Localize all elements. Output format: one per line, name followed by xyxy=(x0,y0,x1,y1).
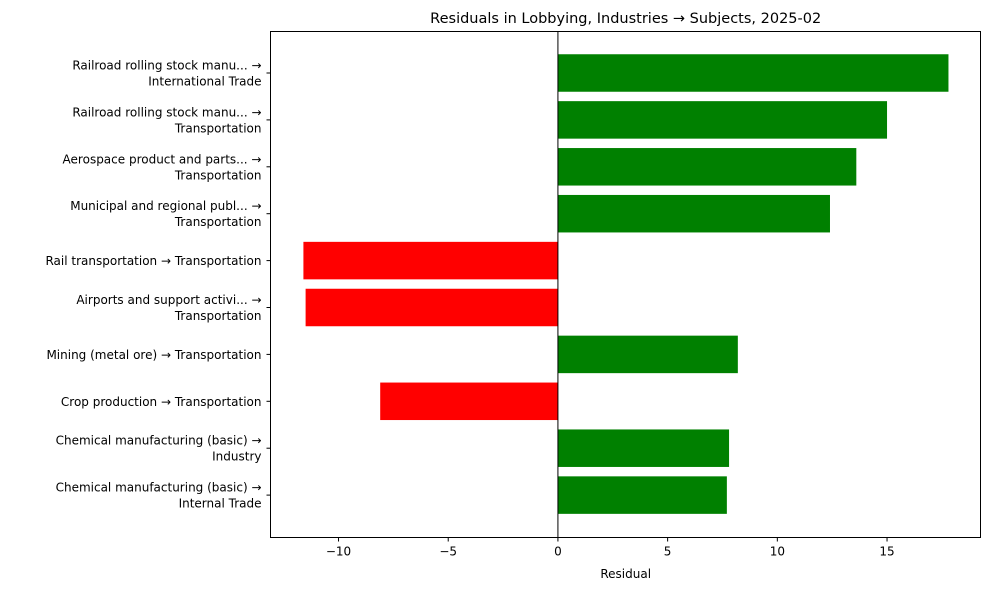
axes-frame xyxy=(270,31,981,538)
x-tick-label: −10 xyxy=(326,545,351,559)
x-tick-label: 5 xyxy=(664,545,672,559)
bar-9 xyxy=(557,476,727,514)
y-tick-label: International Trade xyxy=(148,75,261,89)
y-tick-label: Railroad rolling stock manu... → xyxy=(72,105,261,119)
y-tick-label: Airports and support activi... → xyxy=(76,293,261,307)
bar-6 xyxy=(557,335,738,374)
y-tick-label: Industry xyxy=(212,450,261,464)
bar-0 xyxy=(557,54,949,92)
y-tick-label: Mining (metal ore) → Transportation xyxy=(46,348,261,362)
y-tick-label: Transportation xyxy=(174,168,262,182)
y-tick-label: Chemical manufacturing (basic) → xyxy=(56,481,262,495)
bar-4 xyxy=(303,241,558,280)
y-tick-label: Transportation xyxy=(174,215,262,229)
bar-8 xyxy=(557,429,730,467)
bar-7 xyxy=(380,382,558,421)
x-tick-label: 0 xyxy=(554,545,562,559)
y-tick-label: Municipal and regional publ... → xyxy=(70,199,261,213)
bar-3 xyxy=(557,194,830,233)
y-tick-label: Internal Trade xyxy=(179,497,262,511)
x-tick-label: −5 xyxy=(439,545,457,559)
chart-title: Residuals in Lobbying, Industries → Subj… xyxy=(430,11,821,27)
x-axis-label: Residual xyxy=(600,567,651,581)
y-tick-label: Rail transportation → Transportation xyxy=(45,254,261,268)
y-tick-label: Crop production → Transportation xyxy=(61,395,262,409)
y-tick-label: Transportation xyxy=(174,309,262,323)
bar-2 xyxy=(557,148,857,186)
y-tick-label: Transportation xyxy=(174,121,262,135)
x-tick-label: 10 xyxy=(770,545,785,559)
x-axis-ticks: −10 −5 0 5 10 15 xyxy=(326,537,895,559)
y-tick-label: Chemical manufacturing (basic) → xyxy=(56,434,262,448)
y-tick-label: Aerospace product and parts... → xyxy=(63,152,262,166)
y-tick-label: Railroad rolling stock manu... → xyxy=(72,59,261,73)
bar-1 xyxy=(557,101,888,139)
bars-group xyxy=(303,54,949,514)
y-axis-ticks: Railroad rolling stock manu... → Internat… xyxy=(45,59,271,511)
x-tick-label: 15 xyxy=(879,545,894,559)
bar-5 xyxy=(305,288,558,327)
